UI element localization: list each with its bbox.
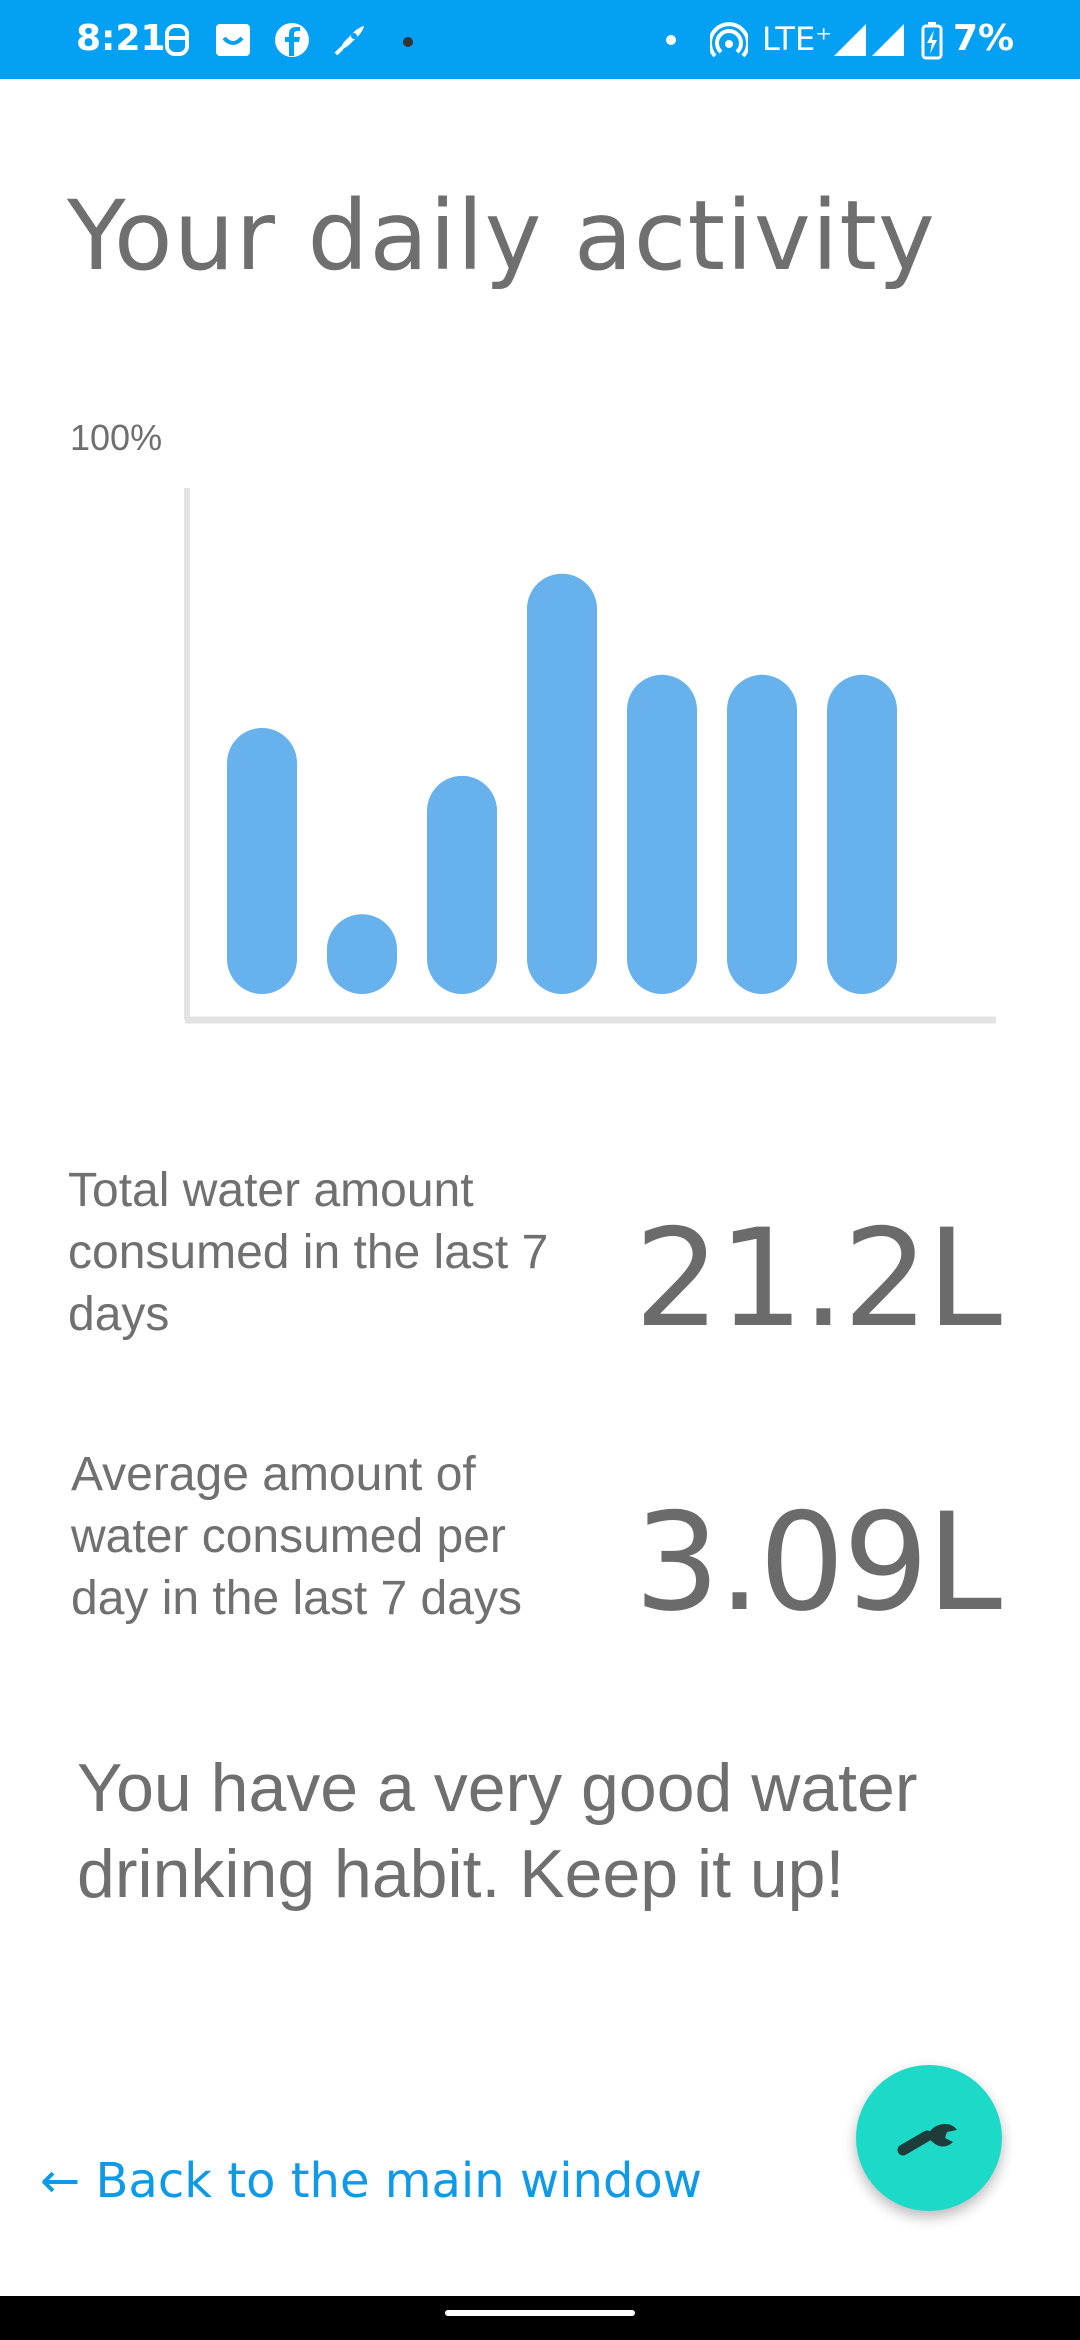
signal-icon <box>872 24 904 56</box>
chart-bar-1 <box>227 728 297 994</box>
bar-chart <box>184 488 996 1024</box>
wrench-icon <box>897 2124 957 2156</box>
page-title: Your daily activity <box>67 180 936 292</box>
navigation-bar <box>0 2296 1080 2340</box>
activity-chart: 100% <box>0 400 1080 1040</box>
settings-fab-button[interactable] <box>856 2065 1002 2211</box>
chart-bar-4 <box>527 573 597 994</box>
habit-message: You have a very good water drinking habi… <box>77 1750 918 1912</box>
dot-icon <box>403 37 413 47</box>
rocket-icon <box>334 26 364 56</box>
total-label: Total water amount consumed in the last … <box>68 1164 549 1341</box>
y-max-label: 100% <box>70 417 163 458</box>
shopping-bag-icon <box>216 24 250 56</box>
total-value: 21.2L <box>634 1200 1002 1357</box>
back-to-main-link[interactable]: ← Back to the main window <box>40 2153 703 2209</box>
chart-bar-6 <box>727 674 797 994</box>
average-value: 3.09L <box>634 1484 1002 1641</box>
hotspot-icon <box>710 22 748 58</box>
hand-icon <box>165 24 189 56</box>
chart-bar-3 <box>427 775 497 994</box>
chart-bar-5 <box>627 674 697 994</box>
battery-percent: 7% <box>953 18 1015 59</box>
average-label: Average amount of water consumed per day… <box>71 1448 522 1625</box>
status-bar: 8:21 LTE⁺ 7% <box>0 0 1080 79</box>
battery-charging-icon <box>921 22 943 60</box>
dot-icon <box>666 35 676 45</box>
facebook-icon <box>275 23 309 57</box>
status-time: 8:21 <box>76 18 166 59</box>
chart-bar-7 <box>827 674 897 994</box>
signal-icon <box>834 24 866 56</box>
home-handle[interactable] <box>445 2310 635 2316</box>
network-type: LTE⁺ <box>762 20 833 58</box>
chart-bar-2 <box>327 914 397 994</box>
